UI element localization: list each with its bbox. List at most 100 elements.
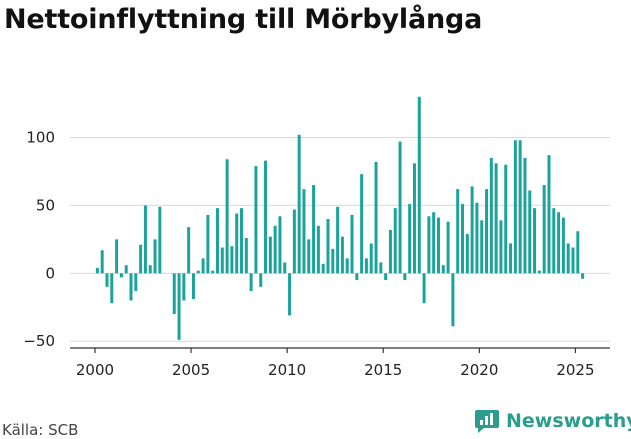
bar bbox=[465, 233, 469, 274]
bar bbox=[581, 273, 585, 279]
bar bbox=[494, 163, 498, 274]
bar bbox=[388, 229, 392, 274]
bar bbox=[441, 265, 445, 274]
bar bbox=[509, 243, 513, 274]
x-tick-label: 2025 bbox=[556, 361, 594, 379]
bar bbox=[211, 270, 215, 274]
x-tick-label: 2020 bbox=[460, 361, 498, 379]
bar bbox=[446, 221, 450, 274]
bar bbox=[187, 227, 191, 274]
bar bbox=[292, 209, 296, 274]
bar bbox=[384, 273, 388, 281]
bar bbox=[393, 208, 397, 274]
bar bbox=[552, 208, 556, 274]
brand-name: Newsworthy bbox=[506, 410, 631, 432]
bar bbox=[119, 273, 123, 278]
bar bbox=[547, 155, 551, 274]
bar bbox=[158, 206, 162, 274]
bar bbox=[95, 267, 99, 274]
bar bbox=[191, 273, 195, 300]
bar bbox=[110, 273, 114, 304]
bar bbox=[201, 258, 205, 274]
bar bbox=[403, 273, 407, 281]
bar bbox=[451, 273, 455, 327]
bar bbox=[312, 185, 316, 274]
bar bbox=[134, 273, 138, 291]
bar bbox=[504, 164, 508, 274]
bar bbox=[513, 140, 517, 274]
bar bbox=[273, 225, 277, 274]
bar bbox=[302, 189, 306, 274]
bar bbox=[422, 273, 426, 304]
bar bbox=[528, 190, 532, 274]
bar bbox=[196, 270, 200, 274]
bar bbox=[571, 247, 575, 274]
x-tick-label: 2005 bbox=[172, 361, 210, 379]
bar bbox=[278, 216, 282, 274]
bar bbox=[139, 244, 143, 274]
bar bbox=[297, 134, 301, 274]
bar bbox=[259, 273, 263, 287]
bar bbox=[542, 185, 546, 274]
y-tick-label: 50 bbox=[36, 196, 55, 214]
newsworthy-logo-icon bbox=[475, 410, 499, 433]
x-tick-label: 2000 bbox=[76, 361, 114, 379]
x-tick-label: 2010 bbox=[268, 361, 306, 379]
bar bbox=[480, 220, 484, 274]
bar bbox=[230, 246, 234, 274]
bar bbox=[427, 216, 431, 274]
source-note: Källa: SCB bbox=[2, 421, 79, 439]
bar bbox=[220, 247, 224, 274]
bar bbox=[398, 141, 402, 274]
bar bbox=[143, 205, 147, 274]
bar bbox=[182, 273, 186, 301]
bar bbox=[206, 214, 210, 274]
bar bbox=[336, 206, 340, 274]
x-tick-label: 2015 bbox=[364, 361, 402, 379]
bar bbox=[249, 273, 253, 291]
bar bbox=[240, 208, 244, 274]
bar bbox=[172, 273, 176, 315]
bar bbox=[499, 220, 503, 274]
y-tick-label: −50 bbox=[23, 332, 55, 350]
bar bbox=[264, 160, 268, 274]
bar bbox=[461, 204, 464, 274]
bar bbox=[307, 239, 311, 274]
bar bbox=[566, 243, 570, 274]
bar bbox=[475, 202, 479, 274]
bar bbox=[148, 265, 152, 274]
bar bbox=[177, 273, 181, 340]
bar bbox=[470, 186, 474, 274]
bar bbox=[561, 217, 565, 274]
bar-chart: −50 0 50 100 2000 2005 2010 2015 2020 2025 bbox=[23, 96, 610, 379]
bar bbox=[432, 212, 436, 274]
bar bbox=[537, 270, 541, 274]
bar bbox=[129, 273, 133, 301]
chart-title: Nettoinflyttning till Mörbylånga bbox=[4, 4, 483, 35]
bar bbox=[316, 225, 320, 274]
bar bbox=[374, 161, 378, 274]
bar bbox=[518, 140, 522, 274]
bar bbox=[436, 217, 440, 274]
bars bbox=[95, 96, 585, 340]
bar bbox=[369, 243, 373, 274]
bar bbox=[355, 273, 359, 281]
bar bbox=[153, 239, 157, 274]
bar bbox=[225, 159, 229, 274]
y-tick-label: 100 bbox=[26, 129, 55, 147]
bar bbox=[533, 208, 537, 274]
y-tick-label: 0 bbox=[45, 264, 55, 282]
bar bbox=[417, 96, 421, 274]
bar bbox=[124, 265, 128, 274]
bar bbox=[331, 248, 335, 274]
axes: −50 0 50 100 2000 2005 2010 2015 2020 2025 bbox=[23, 129, 610, 379]
bar bbox=[216, 208, 219, 274]
bar bbox=[364, 258, 368, 274]
bar bbox=[345, 258, 349, 274]
bar bbox=[268, 236, 272, 274]
bar bbox=[235, 213, 239, 274]
bar bbox=[485, 189, 489, 274]
brand-logo[interactable]: Newsworthy bbox=[474, 408, 631, 434]
bar bbox=[254, 166, 258, 274]
bar bbox=[105, 273, 109, 287]
